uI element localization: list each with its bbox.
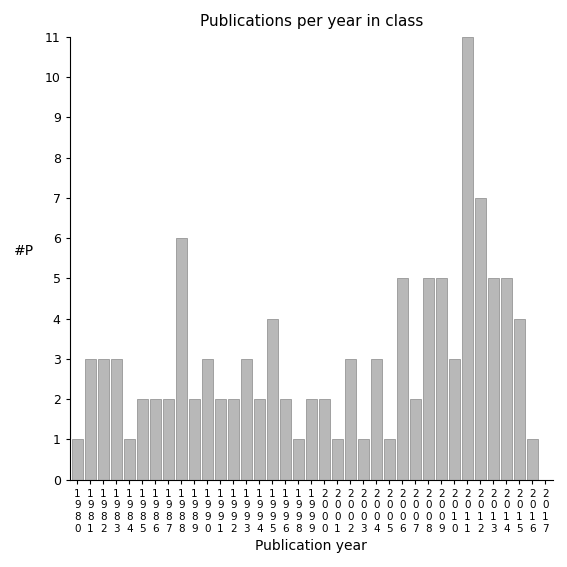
Bar — [462, 37, 473, 480]
Title: Publications per year in class: Publications per year in class — [200, 14, 423, 29]
Bar — [163, 399, 174, 480]
Bar — [514, 319, 525, 480]
Bar — [228, 399, 239, 480]
Bar — [501, 278, 512, 480]
Bar — [527, 439, 538, 480]
Bar — [215, 399, 226, 480]
Bar — [137, 399, 148, 480]
Bar — [475, 198, 486, 480]
Bar — [111, 359, 122, 480]
Bar — [449, 359, 460, 480]
Bar — [98, 359, 109, 480]
Bar — [254, 399, 265, 480]
Bar — [267, 319, 278, 480]
Bar — [332, 439, 343, 480]
Bar — [410, 399, 421, 480]
Bar — [176, 238, 187, 480]
Bar — [345, 359, 356, 480]
Bar — [280, 399, 291, 480]
Bar — [150, 399, 161, 480]
Bar — [306, 399, 317, 480]
Bar — [319, 399, 330, 480]
Bar — [371, 359, 382, 480]
Bar — [293, 439, 304, 480]
Bar — [358, 439, 369, 480]
Bar — [202, 359, 213, 480]
Bar — [397, 278, 408, 480]
Bar — [488, 278, 499, 480]
Bar — [124, 439, 135, 480]
Y-axis label: #P: #P — [14, 244, 34, 259]
Bar — [436, 278, 447, 480]
X-axis label: Publication year: Publication year — [256, 539, 367, 553]
Bar — [85, 359, 96, 480]
Bar — [72, 439, 83, 480]
Bar — [384, 439, 395, 480]
Bar — [423, 278, 434, 480]
Bar — [189, 399, 200, 480]
Bar — [241, 359, 252, 480]
